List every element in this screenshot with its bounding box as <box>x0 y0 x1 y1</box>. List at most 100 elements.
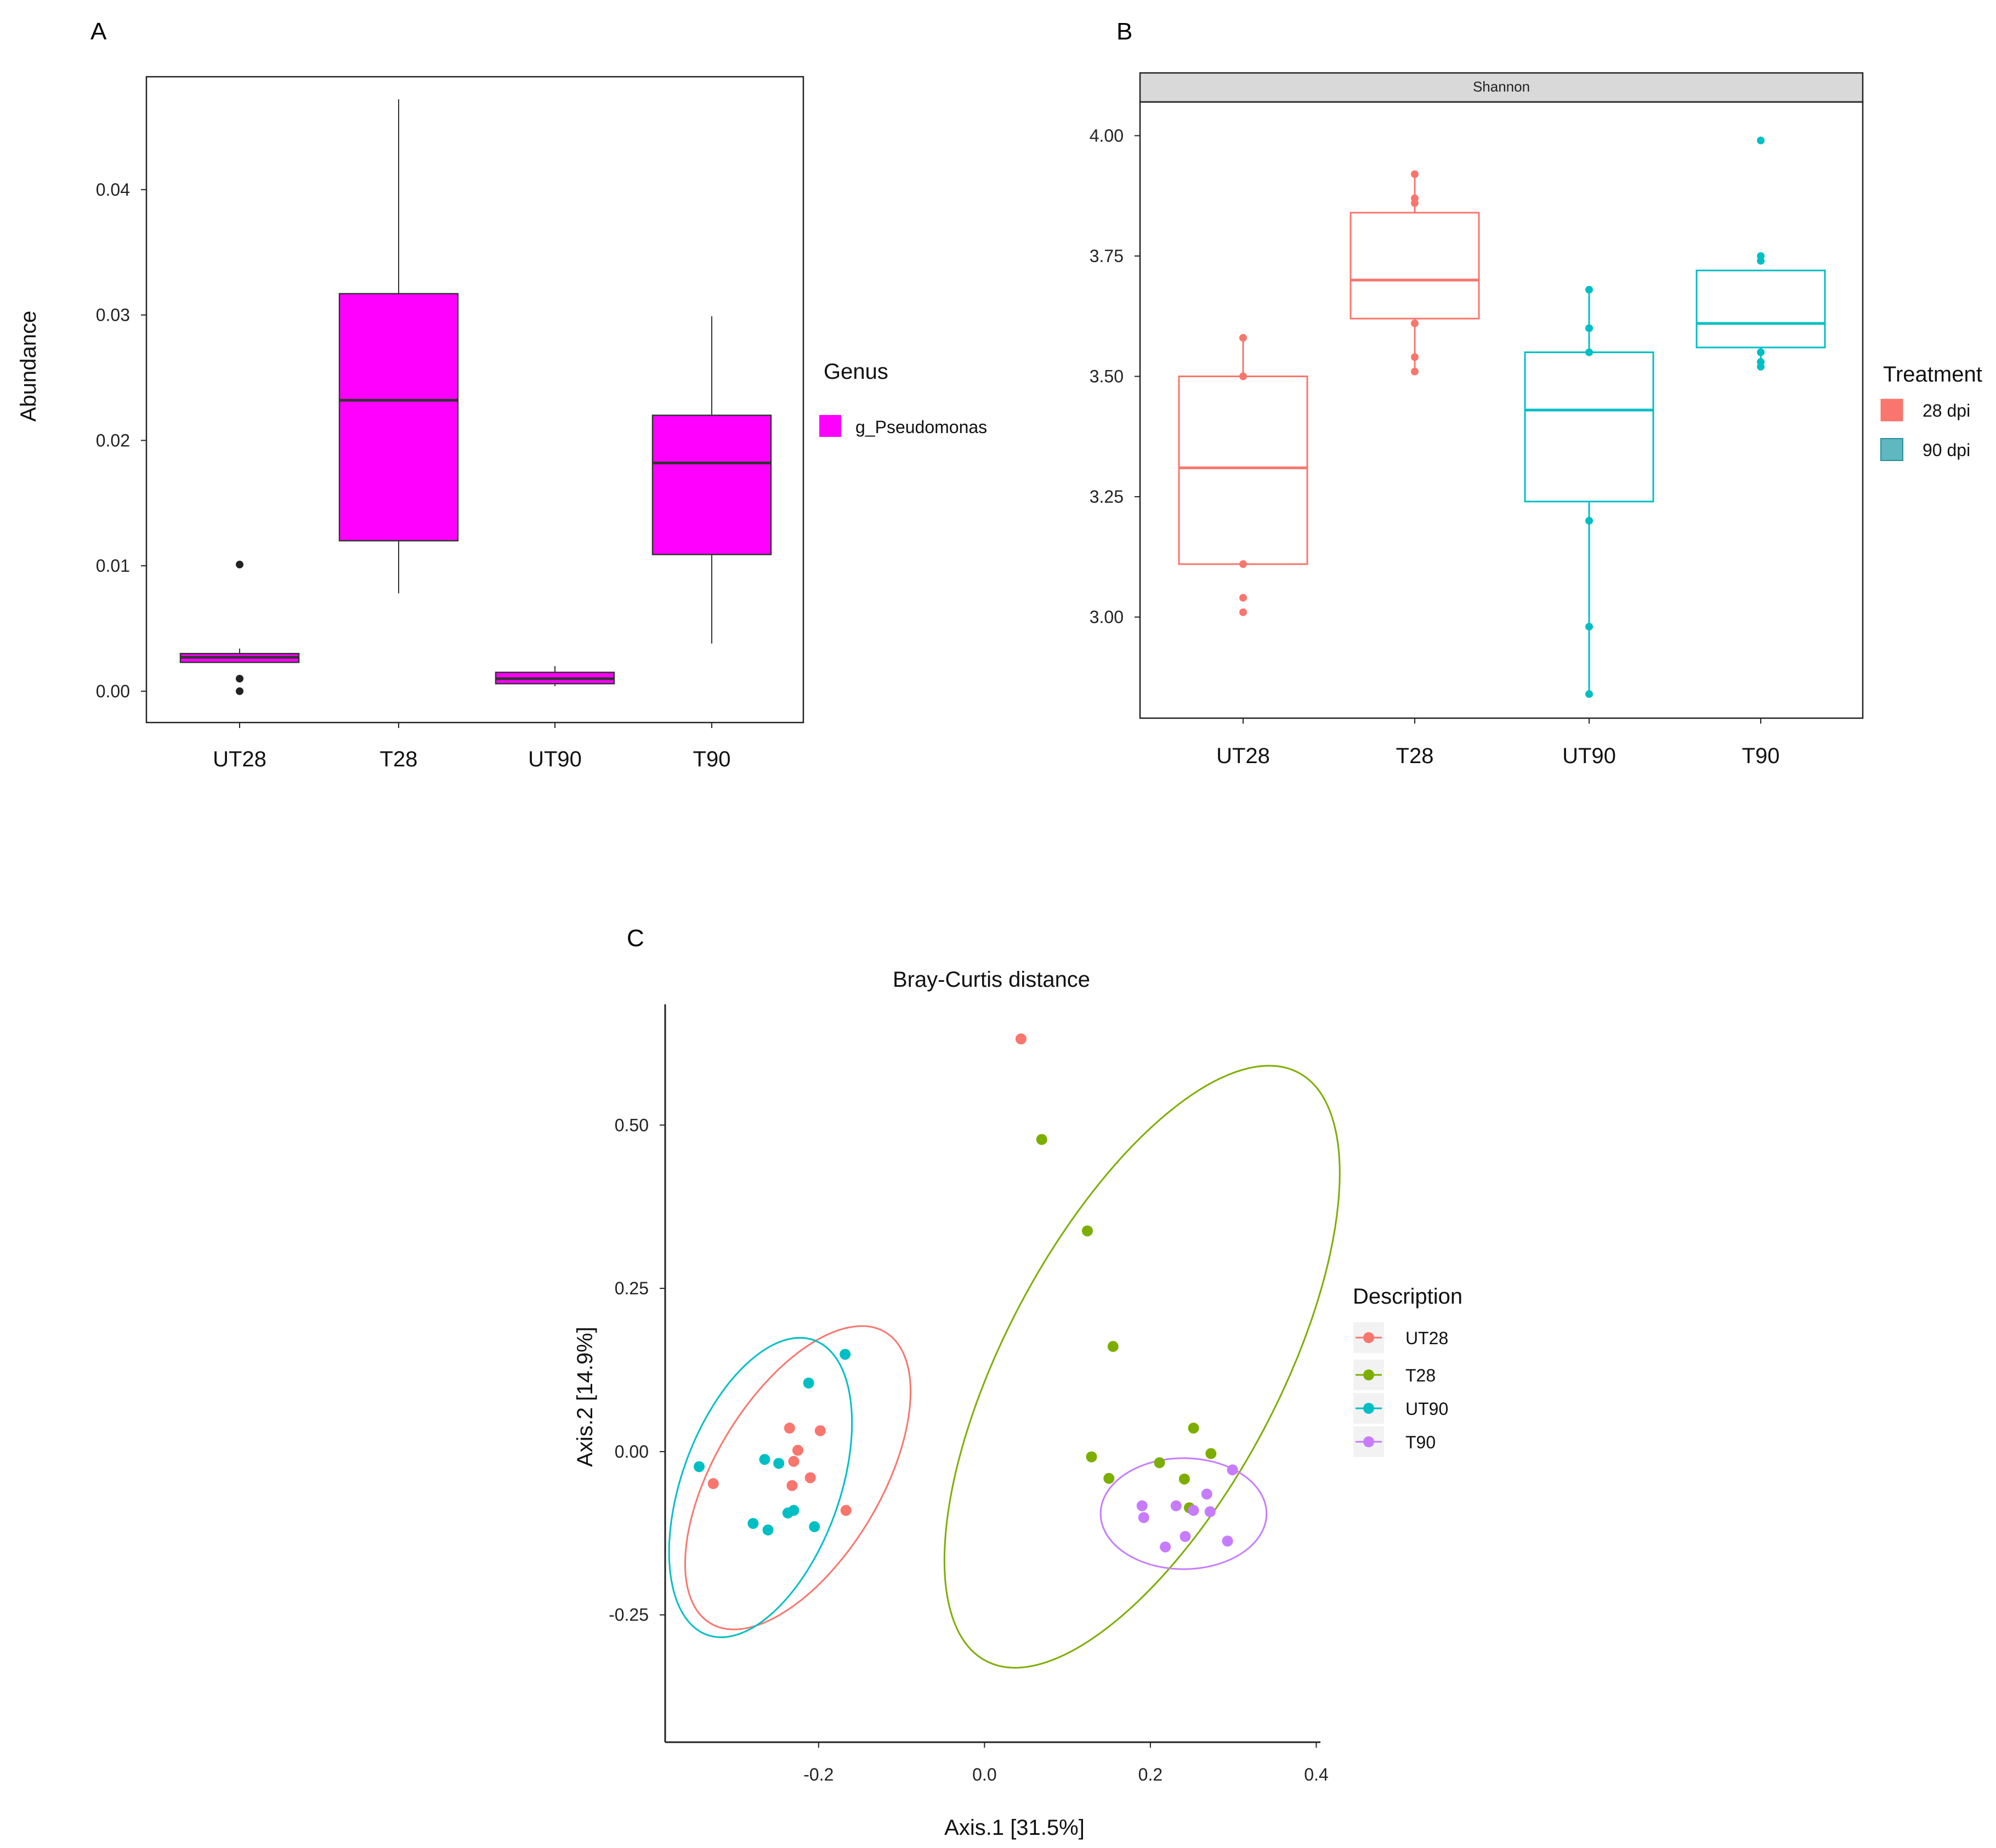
panel-c-x-axis-title: Axis.1 [31.5%] <box>944 1816 1085 1840</box>
legend-label-ut90: UT90 <box>1405 1399 1448 1419</box>
data-point-ut28 <box>1239 608 1247 616</box>
data-point-ut28 <box>840 1505 852 1516</box>
data-point-ut90 <box>803 1377 814 1389</box>
confidence-ellipse-t90 <box>1099 1457 1268 1570</box>
panel-b-label: B <box>1116 18 1132 45</box>
data-point-t28 <box>1411 353 1419 361</box>
data-point-t90 <box>1227 1464 1238 1476</box>
data-point-t28 <box>1205 1448 1217 1459</box>
data-point-ut90 <box>1585 690 1593 698</box>
data-point-t90 <box>1170 1500 1182 1511</box>
confidence-ellipse-ut90 <box>668 1337 853 1639</box>
panel-b-y-tick-label: 3.50 <box>1090 367 1124 386</box>
panel-c-label: C <box>627 925 644 952</box>
panel-a-y-axis-title: Abundance <box>16 311 41 422</box>
data-point-ut90 <box>1585 623 1593 631</box>
panel-b-x-tick-label: T28 <box>1396 744 1434 768</box>
panel-a-x-tick-label: T90 <box>693 747 731 771</box>
data-point-t90 <box>1136 1500 1148 1511</box>
legend-key-point-ut90 <box>1363 1403 1374 1414</box>
panel-b-y-tick-label: 4.00 <box>1090 126 1124 145</box>
data-point-t28 <box>1107 1341 1119 1352</box>
panel-b-y-tick-label: 3.75 <box>1090 246 1124 266</box>
outlier-point-ut28 <box>236 674 243 683</box>
panel-c-y-tick-label: 0.25 <box>615 1278 649 1298</box>
panel-c-y-tick-label: 0.50 <box>615 1115 649 1135</box>
panel-a-plot-frame <box>145 76 804 724</box>
panel-a-label: A <box>90 18 107 45</box>
legend-label-g-pseudomonas: g_Pseudomonas <box>855 417 987 437</box>
box-ut90 <box>1524 351 1654 503</box>
panel-a-x-tick-label: UT90 <box>528 747 582 771</box>
data-point-ut90 <box>840 1349 851 1360</box>
data-point-t28 <box>1103 1472 1115 1484</box>
data-point-ut90 <box>809 1521 820 1532</box>
data-point-ut90 <box>773 1458 785 1469</box>
data-point-ut90 <box>1585 348 1593 356</box>
data-point-t90 <box>1757 348 1765 356</box>
data-point-t28 <box>1188 1423 1199 1434</box>
data-point-t90 <box>1180 1531 1191 1542</box>
data-point-ut90 <box>759 1454 770 1465</box>
panel-a-y-tick-label: 0.03 <box>96 305 130 325</box>
panel-a-x-tick-label: T28 <box>380 747 418 771</box>
data-point-t28 <box>1411 199 1419 207</box>
data-point-ut28 <box>792 1445 804 1456</box>
panel-a-y-tick-label: 0.04 <box>96 180 130 200</box>
data-point-t90 <box>1222 1536 1233 1547</box>
legend-label-28-dpi: 28 dpi <box>1923 401 1970 420</box>
legend-label-t90: T90 <box>1405 1432 1436 1452</box>
data-point-t28 <box>1178 1473 1190 1485</box>
confidence-ellipse-ut28 <box>684 1325 912 1630</box>
data-point-t90 <box>1201 1488 1212 1500</box>
data-point-ut28 <box>1239 334 1247 342</box>
panel-b-y-tick-label: 3.25 <box>1090 487 1124 507</box>
panel-a-y-tick-label: 0.01 <box>96 556 130 576</box>
panel-c-y-axis-title: Axis.2 [14.9%] <box>573 1327 597 1467</box>
data-point-ut90 <box>782 1507 793 1519</box>
box-t90 <box>651 414 772 555</box>
data-point-t28 <box>1411 319 1419 327</box>
panel-a: A 0.00 0.01 0.02 0.03 0.04 UT28 T28 UT90 T90 Abu… <box>16 18 987 771</box>
legend-swatch-90-dpi <box>1880 438 1903 461</box>
data-point-t90 <box>1757 137 1765 145</box>
box-ut28 <box>1178 376 1308 565</box>
data-point-t28 <box>1081 1225 1093 1237</box>
data-point-ut90 <box>1585 286 1593 294</box>
panel-c-legend: Description UT28 T28 UT90 T90 <box>1353 1284 1462 1457</box>
data-point-t90 <box>1204 1506 1216 1517</box>
data-point-ut28 <box>1239 594 1247 602</box>
data-point-ut90 <box>1585 516 1593 525</box>
panel-c-legend-title: Description <box>1353 1284 1462 1309</box>
legend-key-point-t28 <box>1363 1369 1374 1380</box>
data-point-ut90 <box>762 1524 774 1536</box>
legend-swatch-28-dpi <box>1880 399 1903 422</box>
legend-label-ut28: UT28 <box>1405 1328 1448 1348</box>
legend-label-90-dpi: 90 dpi <box>1923 440 1970 460</box>
panel-a-y-tick-label: 0.00 <box>96 681 130 701</box>
legend-label-t28: T28 <box>1405 1366 1436 1385</box>
panel-b-plot-frame <box>1139 101 1864 719</box>
panel-b-legend-title: Treatment <box>1883 362 1982 386</box>
panel-b-x-tick-label: T90 <box>1742 744 1780 768</box>
panel-a-x-tick-label: UT28 <box>213 747 266 771</box>
panel-b-x-tick-label: UT28 <box>1216 744 1270 768</box>
outlier-point-ut28 <box>236 560 243 568</box>
panel-c: C Bray-Curtis distance -0.25 0.00 0.25 0.50… <box>573 925 1462 1840</box>
panel-b: B Shannon 3.00 3.25 3.50 3.75 4.00 UT28 T28 UT9… <box>1090 18 1982 768</box>
data-point-ut28 <box>784 1423 795 1434</box>
data-point-ut28 <box>814 1425 826 1436</box>
panel-c-x-tick-label: 0.4 <box>1304 1765 1328 1784</box>
data-point-ut28 <box>804 1472 816 1483</box>
legend-key-point-ut28 <box>1363 1332 1374 1343</box>
panel-c-x-tick-label: -0.2 <box>803 1765 833 1784</box>
data-point-ut90 <box>694 1461 705 1472</box>
panel-b-y-tick-label: 3.00 <box>1090 607 1124 627</box>
panel-a-y-tick-label: 0.02 <box>96 430 130 450</box>
outlier-point-ut28 <box>236 687 243 695</box>
data-point-t28 <box>1411 367 1419 376</box>
legend-key-point-t90 <box>1363 1436 1374 1447</box>
data-point-ut28 <box>707 1478 719 1489</box>
panel-b-facet-label: Shannon <box>1473 78 1530 95</box>
